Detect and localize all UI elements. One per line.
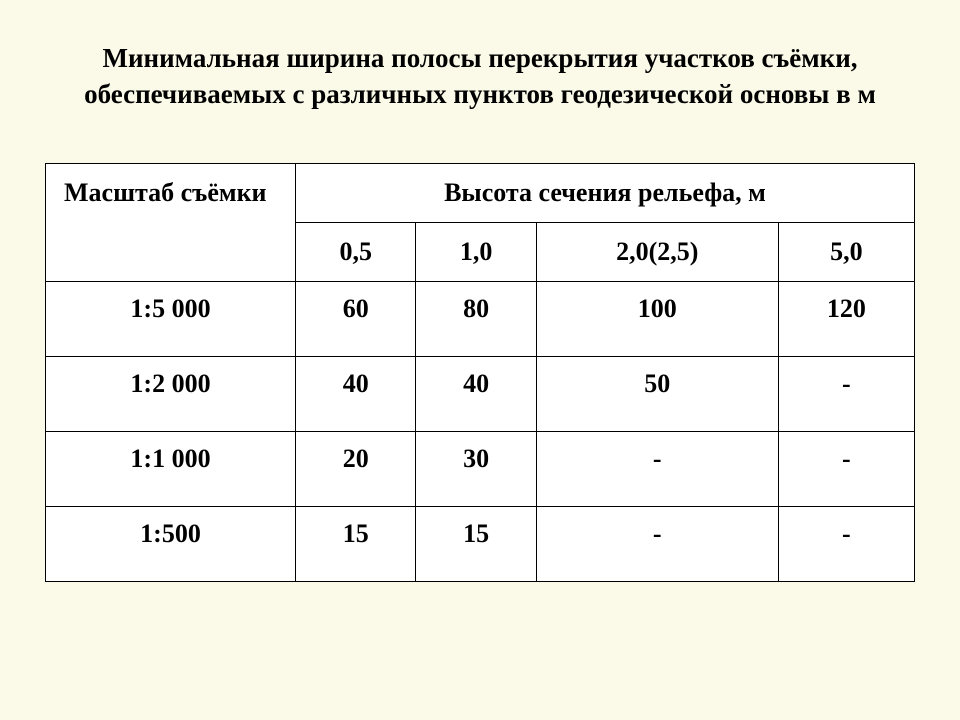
sub-header-1: 1,0 — [416, 222, 536, 281]
value-cell: - — [778, 431, 914, 506]
value-cell: 30 — [416, 431, 536, 506]
table-row: 1:5 000 60 80 100 120 — [46, 281, 915, 356]
data-table: Масштаб съёмки Высота сечения рельефа, м… — [45, 163, 915, 582]
scale-cell: 1:2 000 — [46, 356, 296, 431]
value-cell: 100 — [536, 281, 778, 356]
value-cell: 40 — [416, 356, 536, 431]
page-title: Минимальная ширина полосы перекрытия уча… — [45, 40, 915, 113]
sub-header-3: 5,0 — [778, 222, 914, 281]
value-cell: 60 — [296, 281, 416, 356]
value-cell: 40 — [296, 356, 416, 431]
value-cell: - — [536, 431, 778, 506]
scale-cell: 1:500 — [46, 506, 296, 581]
col-header-heights: Высота сечения рельефа, м — [296, 163, 915, 222]
sub-header-2: 2,0(2,5) — [536, 222, 778, 281]
table-header-row: Масштаб съёмки Высота сечения рельефа, м — [46, 163, 915, 222]
scale-cell: 1:5 000 — [46, 281, 296, 356]
table-row: 1:2 000 40 40 50 - — [46, 356, 915, 431]
scale-cell: 1:1 000 — [46, 431, 296, 506]
value-cell: 20 — [296, 431, 416, 506]
value-cell: 15 — [416, 506, 536, 581]
value-cell: 15 — [296, 506, 416, 581]
value-cell: - — [536, 506, 778, 581]
sub-header-0: 0,5 — [296, 222, 416, 281]
value-cell: 120 — [778, 281, 914, 356]
table-row: 1:1 000 20 30 - - — [46, 431, 915, 506]
value-cell: - — [778, 356, 914, 431]
value-cell: - — [778, 506, 914, 581]
value-cell: 50 — [536, 356, 778, 431]
col-header-scale: Масштаб съёмки — [46, 163, 296, 281]
table-row: 1:500 15 15 - - — [46, 506, 915, 581]
value-cell: 80 — [416, 281, 536, 356]
